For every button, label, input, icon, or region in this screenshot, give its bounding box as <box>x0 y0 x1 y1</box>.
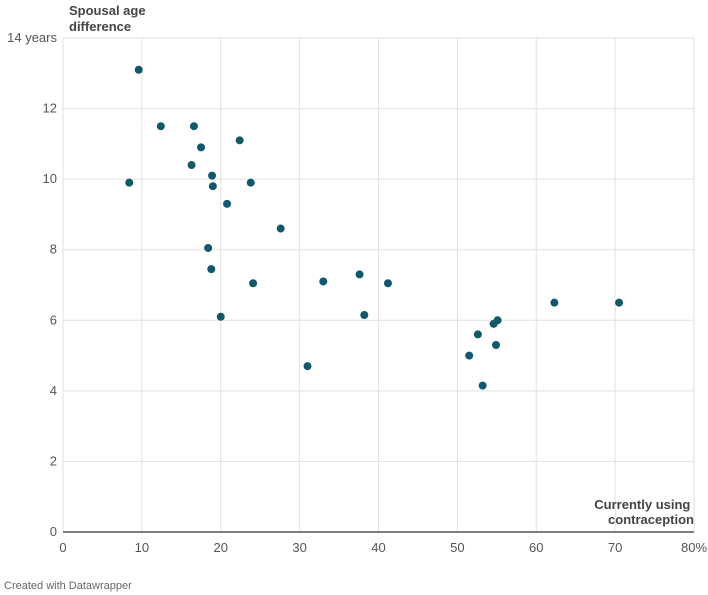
data-point <box>249 279 258 288</box>
data-point <box>465 351 474 360</box>
data-point <box>355 270 364 279</box>
data-point <box>493 316 502 325</box>
y-tick-label: 6 <box>50 312 57 327</box>
data-point <box>319 277 328 286</box>
y-tick-label: 0 <box>50 524 57 539</box>
data-point <box>235 136 244 145</box>
data-point <box>478 381 487 390</box>
data-point <box>246 178 255 187</box>
data-point <box>156 122 165 131</box>
data-point <box>207 265 216 274</box>
x-tick-label: 60 <box>529 540 543 555</box>
x-axis-ticks: 0 10 20 30 40 50 60 70 80% <box>59 540 707 555</box>
y-tick-label: 8 <box>50 242 57 257</box>
y-tick-label: 12 <box>43 101 57 116</box>
y-axis-ticks: 0 2 4 6 8 10 12 14 years <box>7 30 57 539</box>
data-point <box>189 122 198 131</box>
gridlines <box>62 37 695 532</box>
data-point <box>303 362 312 371</box>
data-point <box>550 298 559 307</box>
data-point <box>134 65 143 74</box>
data-point <box>216 312 225 321</box>
data-point <box>223 199 232 208</box>
x-axis-title-line-2: contraception <box>608 512 694 527</box>
y-tick-label: 10 <box>43 171 57 186</box>
y-tick-label: 2 <box>50 453 57 468</box>
data-point <box>383 279 392 288</box>
datawrapper-credit: Created with Datawrapper <box>4 580 132 592</box>
y-tick-label: 14 years <box>7 30 57 45</box>
data-point <box>208 171 217 180</box>
x-tick-label: 20 <box>214 540 228 555</box>
y-axis-title: Spousal age difference <box>69 3 149 34</box>
data-point <box>208 182 217 191</box>
x-axis-title-line-1: Currently using <box>594 497 690 512</box>
data-points <box>125 65 624 390</box>
x-axis-title: Currently using contraception <box>594 497 694 527</box>
x-tick-label: 0 <box>59 540 66 555</box>
data-point <box>473 330 482 339</box>
data-point <box>197 143 206 152</box>
data-point <box>276 224 285 233</box>
data-point <box>204 243 213 252</box>
x-tick-label: 10 <box>135 540 149 555</box>
data-point <box>360 310 369 319</box>
data-point <box>125 178 134 187</box>
x-tick-label: 80% <box>681 540 707 555</box>
data-point <box>492 340 501 349</box>
x-tick-label: 40 <box>371 540 385 555</box>
x-tick-label: 70 <box>608 540 622 555</box>
y-axis-title-line-1: Spousal age <box>69 3 146 18</box>
x-tick-label: 50 <box>450 540 464 555</box>
data-point <box>615 298 624 307</box>
y-tick-label: 4 <box>50 383 57 398</box>
data-point <box>187 161 196 170</box>
x-tick-label: 30 <box>292 540 306 555</box>
y-axis-title-line-2: difference <box>69 19 131 34</box>
